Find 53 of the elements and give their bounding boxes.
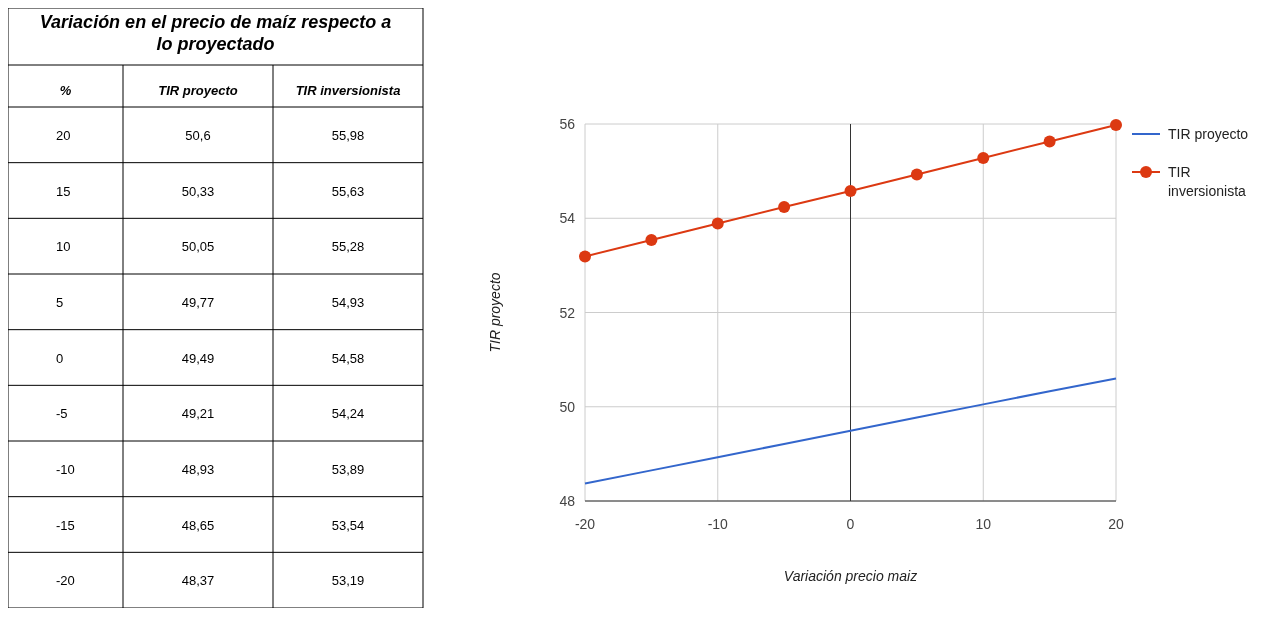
y-tick-label: 15 xyxy=(56,183,71,199)
data-label: 53,89 xyxy=(331,461,365,477)
data-label: 48,37 xyxy=(181,573,215,589)
y-tick-label: -15 xyxy=(56,517,75,533)
data-label: 49,77 xyxy=(181,294,215,310)
legend-label: TIR proyecto xyxy=(1168,126,1249,142)
x-tick-label: 10 xyxy=(975,516,992,532)
x-axis-title: Variación precio maiz xyxy=(783,568,918,584)
point xyxy=(910,168,923,181)
y-axis-title: TIR proyecto xyxy=(487,272,503,353)
data-label: 55,63 xyxy=(331,183,365,199)
y-tick-label: 52 xyxy=(559,304,576,321)
y-tick-label: 54 xyxy=(559,210,576,227)
x-tick-label: -20 xyxy=(574,516,596,532)
data-label: 50,33 xyxy=(181,183,215,199)
data-label: 55,98 xyxy=(331,127,365,143)
point xyxy=(1043,135,1056,148)
point xyxy=(711,217,724,230)
y-tick-label: 56 xyxy=(559,116,576,132)
data-label: 54,58 xyxy=(331,350,365,366)
data-label: 53,19 xyxy=(331,573,365,589)
point xyxy=(844,184,857,197)
data-label: 49,49 xyxy=(181,350,215,366)
y-tick-label: 0 xyxy=(56,350,64,366)
data-label: 49,21 xyxy=(181,406,215,422)
point xyxy=(579,250,591,263)
data-label: 55,28 xyxy=(331,239,365,255)
y-tick-label: 5 xyxy=(56,294,64,310)
y-axis-title: % xyxy=(59,83,72,98)
y-tick-label: 20 xyxy=(56,127,71,143)
y-tick-label: 48 xyxy=(559,493,576,509)
point xyxy=(977,151,990,164)
chart-title: Variación en el precio de maíz respecto a lo proyectado xyxy=(39,12,392,54)
data-label: 50,6 xyxy=(185,127,211,143)
y-tick-label: -5 xyxy=(56,406,68,422)
point xyxy=(645,233,658,246)
y-tick-label: 10 xyxy=(56,239,71,255)
point xyxy=(778,200,791,213)
line-series xyxy=(584,377,1117,485)
y-tick-label: -20 xyxy=(56,573,75,589)
data-label: 53,54 xyxy=(331,517,365,533)
y-tick-label: -10 xyxy=(56,461,75,477)
x-tick-label: 0 xyxy=(846,516,855,532)
data-label: 54,24 xyxy=(331,406,365,422)
data-label: 54,93 xyxy=(331,294,365,310)
x-tick-label: 20 xyxy=(1108,516,1124,532)
data-label: 50,05 xyxy=(181,239,215,255)
data-label: 48,93 xyxy=(181,461,215,477)
x-tick-label: -10 xyxy=(707,516,729,532)
legend-label: TIR inversionista xyxy=(1168,164,1247,199)
point xyxy=(1110,118,1122,131)
data-label: 48,65 xyxy=(181,517,215,533)
y-tick-label: 50 xyxy=(559,398,576,415)
